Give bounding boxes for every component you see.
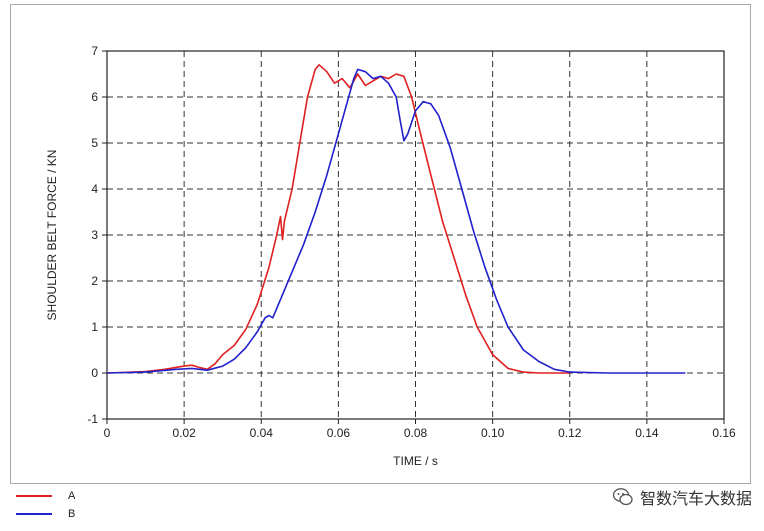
x-tick-label: 0.02	[172, 426, 196, 440]
series-line-a	[106, 64, 570, 374]
legend-line-a	[16, 495, 52, 497]
x-tick-label: 0.08	[404, 426, 428, 440]
wechat-icon	[612, 488, 633, 506]
y-axis-label: SHOULDER BELT FORCE / KN	[45, 150, 59, 321]
x-tick-label: 0	[104, 426, 111, 440]
x-tick-label: 0.16	[712, 426, 736, 440]
watermark-text: 智数汽车大数据	[639, 491, 752, 508]
y-tick-label: 6	[91, 90, 98, 104]
watermark: 智数汽车大数据	[612, 484, 752, 510]
y-tick-label: -1	[87, 412, 98, 426]
x-tick-label: 0.06	[327, 426, 351, 440]
y-tick-label: 5	[91, 136, 98, 150]
x-tick-label: 0.12	[558, 426, 582, 440]
y-tick-label: 1	[91, 320, 98, 334]
x-tick-label: 0.14	[635, 426, 659, 440]
legend-label-a: A	[68, 490, 76, 502]
chart-frame	[10, 4, 751, 484]
legend-label-b: B	[68, 508, 76, 520]
x-tick-label: 0.04	[250, 426, 274, 440]
y-tick-label: 0	[91, 366, 98, 380]
legend-line-b	[16, 513, 52, 515]
y-tick-label: 2	[91, 274, 98, 288]
y-tick-label: 3	[91, 228, 98, 242]
legend: A B	[16, 487, 75, 523]
legend-item-a: A	[16, 487, 75, 505]
y-tick-label: 4	[91, 182, 98, 196]
series-line-b	[106, 68, 686, 374]
x-tick-label: 0.10	[481, 426, 505, 440]
y-tick-label: 7	[91, 44, 98, 58]
x-axis-label: TIME / s	[393, 454, 438, 468]
legend-item-b: B	[16, 505, 75, 523]
